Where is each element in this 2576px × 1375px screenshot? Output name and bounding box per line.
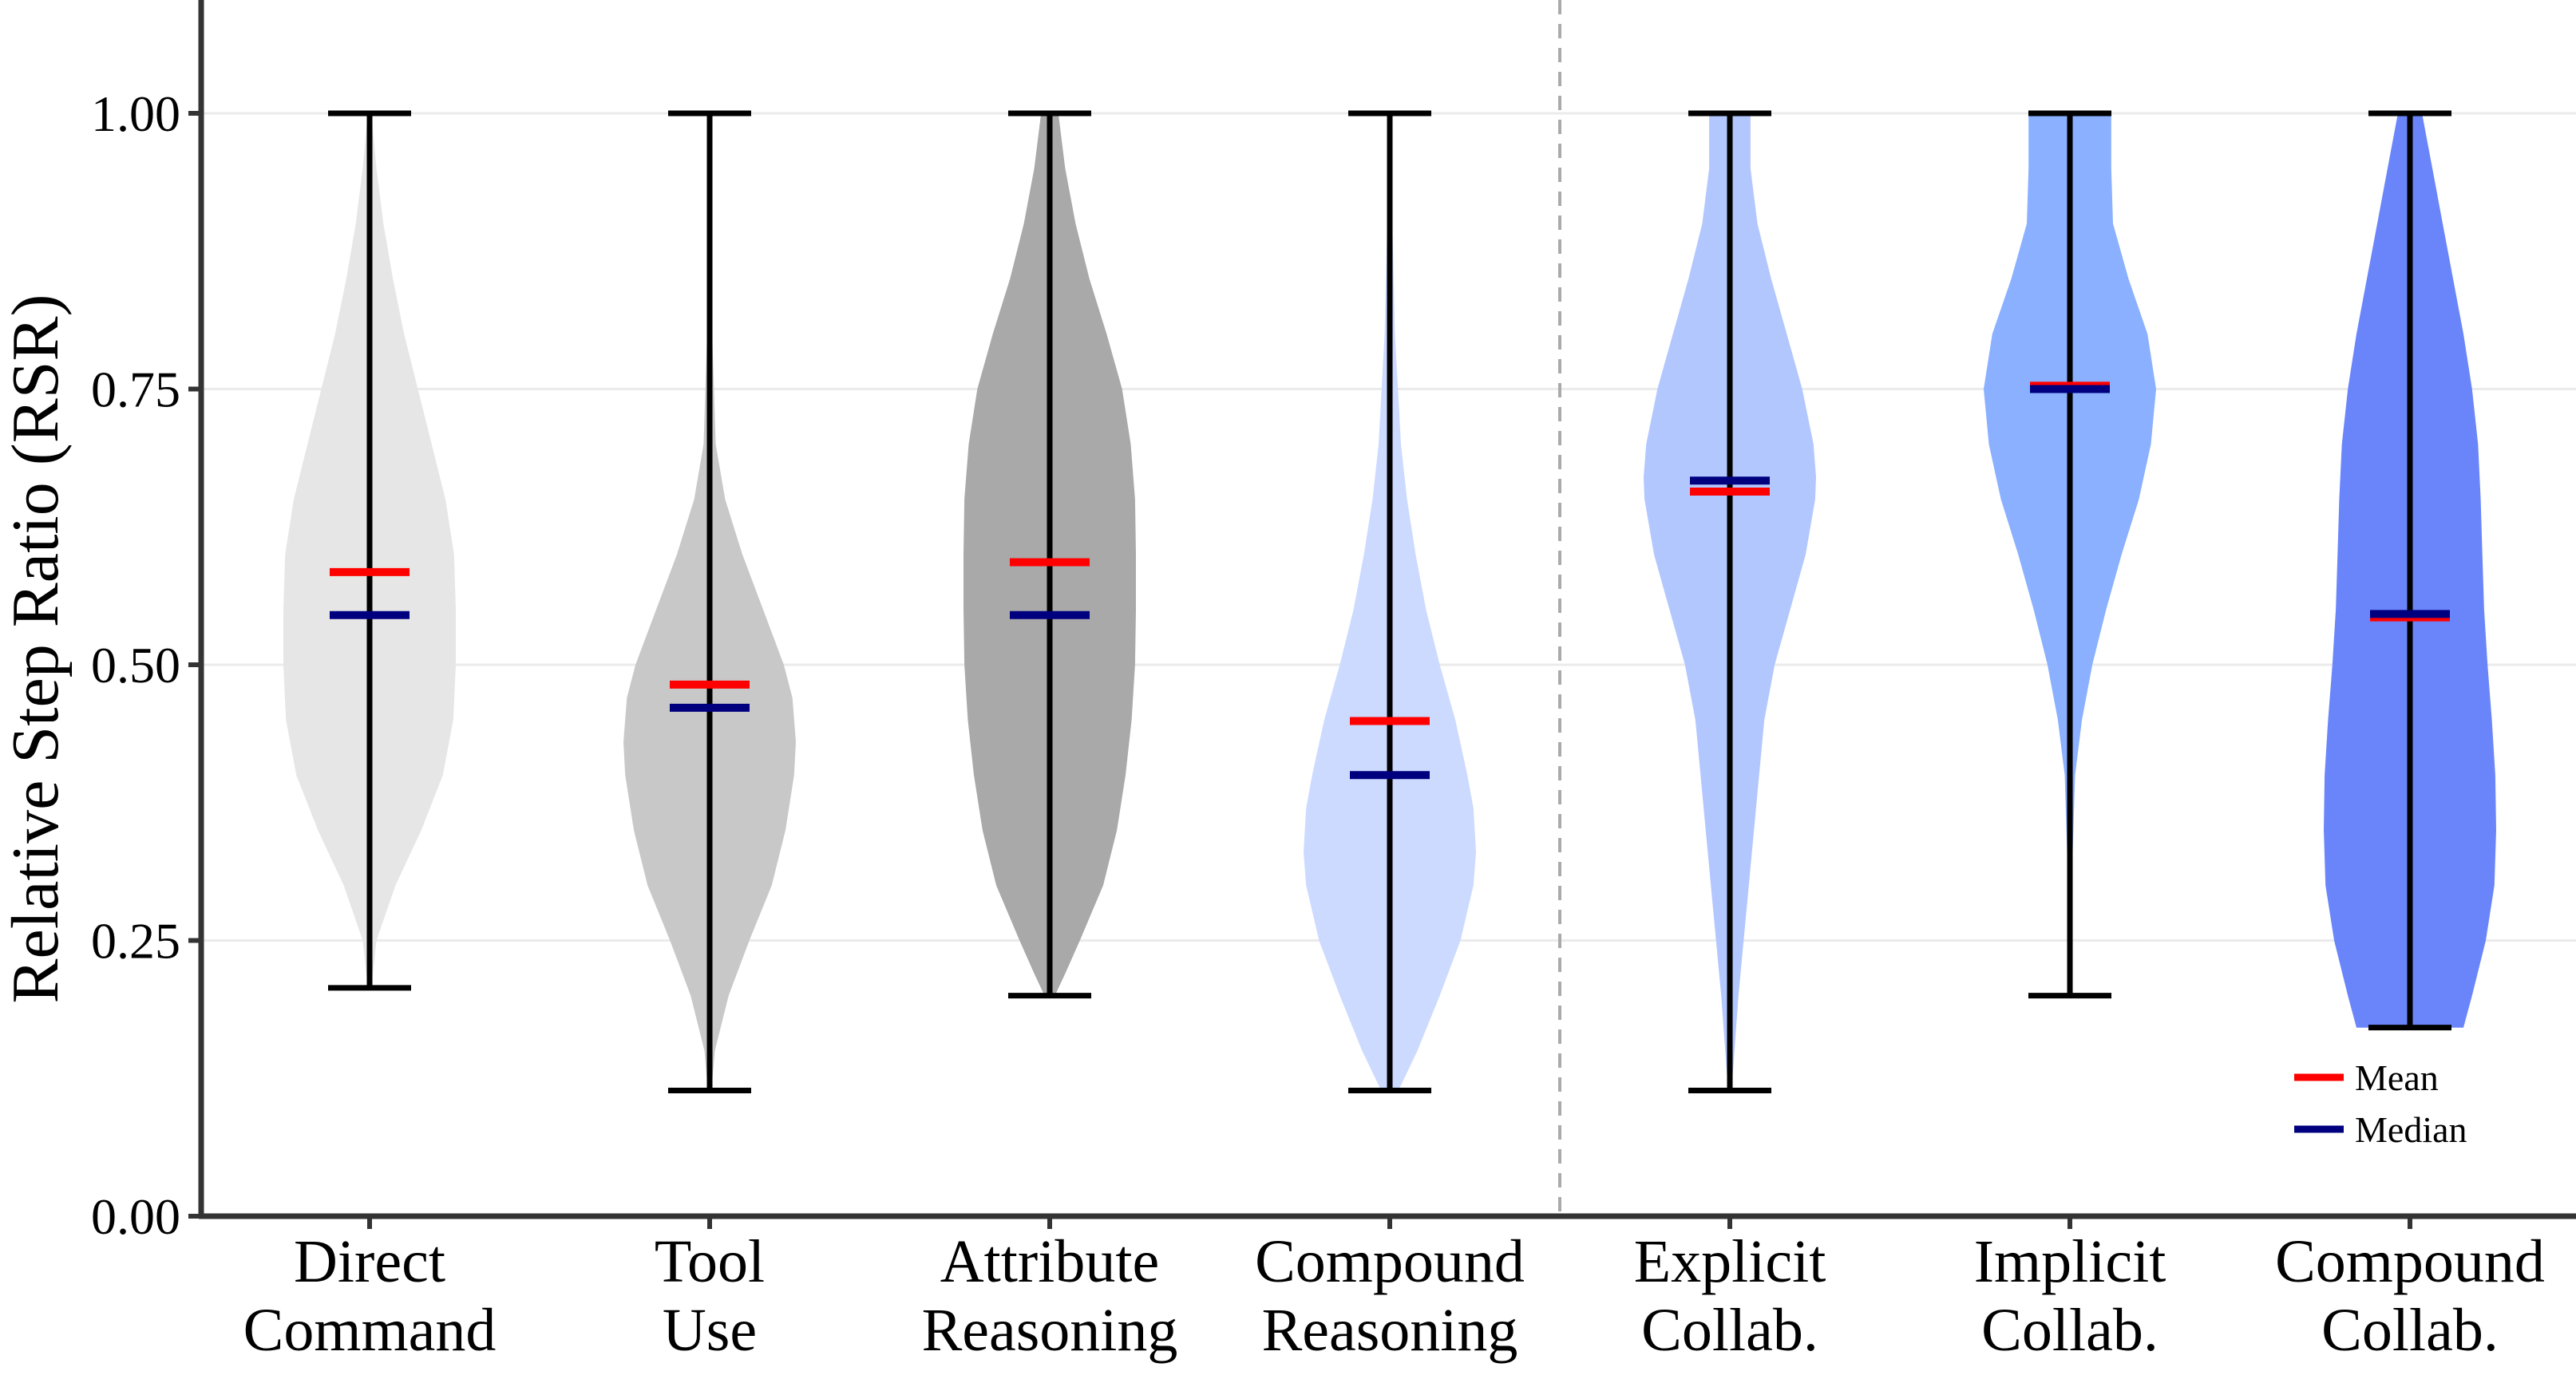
y-tick-label: 0.50: [91, 637, 180, 693]
x-category-label: Explicit Collab.: [1634, 1228, 1826, 1364]
x-category-label-line: Command: [243, 1297, 497, 1364]
violin-group: [1644, 110, 1816, 1093]
x-category-label-line: Attribute: [940, 1228, 1159, 1295]
violin-group: [1984, 110, 2156, 999]
x-category-label-line: Collab.: [1981, 1297, 2159, 1364]
y-tick-label: 0.25: [91, 913, 180, 970]
x-category-label-line: Direct: [294, 1228, 445, 1295]
x-category-label-line: Use: [663, 1297, 757, 1364]
x-category-label: Implicit Collab.: [1974, 1228, 2166, 1364]
x-category-label-line: Compound: [1255, 1228, 1525, 1295]
legend: Mean Median: [2294, 1057, 2467, 1150]
x-category-label: Attribute Reasoning: [922, 1228, 1178, 1364]
y-tick-label: 1.00: [91, 85, 180, 142]
x-category-label-line: Reasoning: [1262, 1297, 1518, 1364]
x-category-label-line: Tool: [655, 1228, 765, 1295]
axis-layer: 0.00 0.25 0.50 0.75 1.00 Direct Command Tool Use…: [91, 0, 2576, 1364]
violin-group: [1304, 110, 1476, 1093]
x-category-label-line: Reasoning: [922, 1297, 1178, 1364]
y-axis-title: Relative Step Ratio (RSR): [0, 294, 73, 1004]
violin-group: [283, 110, 456, 991]
x-category-label: Compound Reasoning: [1255, 1228, 1525, 1364]
x-category-label: Tool Use: [655, 1228, 765, 1364]
x-category-label-line: Implicit: [1974, 1228, 2166, 1295]
x-category-label: Compound Collab.: [2275, 1228, 2545, 1364]
legend-mean-label: Mean: [2355, 1057, 2439, 1098]
violin-group: [964, 110, 1136, 999]
legend-median-label: Median: [2355, 1109, 2467, 1150]
x-category-label-line: Collab.: [1641, 1297, 1818, 1364]
violin-layer: [283, 110, 2496, 1093]
x-category-label: Direct Command: [243, 1228, 497, 1364]
y-tick-label: 0.00: [91, 1188, 180, 1245]
y-tick-label: 0.75: [91, 362, 180, 418]
violin-group: [2324, 110, 2496, 1031]
violin-group: [623, 110, 796, 1093]
x-category-label-line: Collab.: [2321, 1297, 2499, 1364]
x-category-label-line: Compound: [2275, 1228, 2545, 1295]
x-category-label-line: Explicit: [1634, 1228, 1826, 1295]
